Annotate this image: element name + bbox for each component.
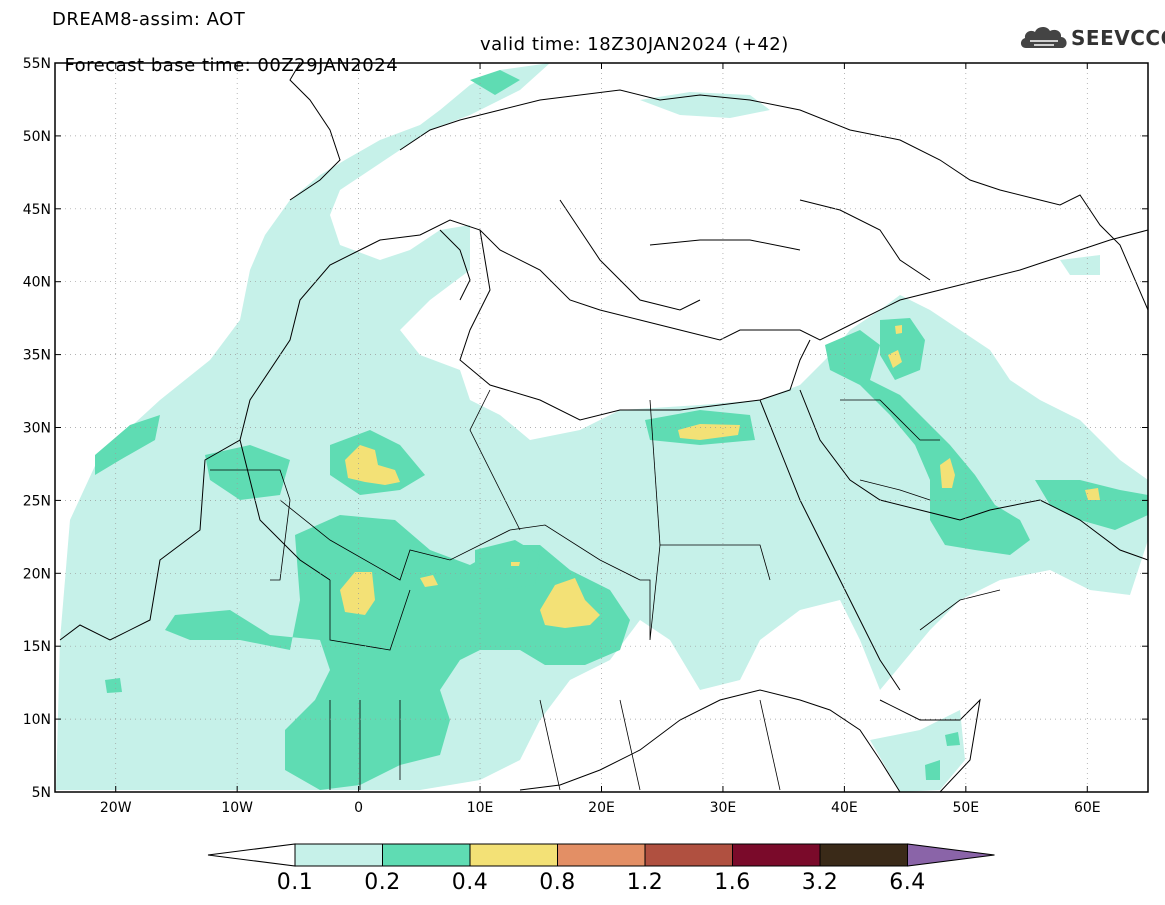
lon-label: 50E [952,800,979,816]
gridlines [55,63,1148,792]
colorbar-level-label: 0.1 [276,870,314,895]
colorbar-segment [819,843,908,867]
colorbar-level-label: 1.2 [626,870,664,895]
aot-field-low [56,63,1148,792]
valid-time: valid time: 18Z30JAN2024 (+42) [480,34,789,55]
lat-label: 10N [23,712,51,728]
colorbar [207,843,995,867]
colorbar-segment [294,843,383,867]
colorbar-segment [469,843,558,867]
lon-label: 10W [221,800,253,816]
aot-field-mid [95,70,1148,790]
colorbar-level-label: 0.4 [451,870,489,895]
lat-label: 15N [23,639,51,655]
axis-ticks [55,62,1148,793]
seevccc-logo: SEEVCCC [1018,22,1165,56]
colorbar-segment [382,843,471,867]
lat-label: 55N [23,56,51,72]
title-times: Forecast base time: 00Z29JAN2024 valid t… [52,34,788,97]
colorbar-segment [557,843,646,867]
lat-label: 25N [23,493,51,509]
lat-label: 30N [23,421,51,437]
colorbar-level-label: 1.6 [714,870,751,895]
aot-field-high [340,325,1100,628]
colorbar-level-label: 3.2 [801,870,839,895]
lon-label: 20E [588,800,615,816]
colorbar-segment [732,843,821,867]
colorbar-level-label: 0.2 [364,870,401,895]
colorbar-segment [644,843,733,867]
colorbar-under-arrow [207,843,296,867]
lat-label: 5N [32,785,51,801]
latitude-labels: 55N 50N 45N 40N 35N 30N 25N 20N 15N 10N 5N [23,56,51,801]
lon-label: 40E [831,800,858,816]
lon-label: 30E [710,800,737,816]
lon-label: 20W [100,800,132,816]
colorbar-over-arrow [907,843,995,867]
lat-label: 45N [23,202,51,218]
lat-label: 50N [23,129,51,145]
country-borders [210,389,1001,791]
lon-label: 60E [1074,800,1101,816]
lat-label: 40N [23,275,51,291]
coastlines [59,63,1148,792]
title-product: DREAM8-assim: AOT [52,9,246,30]
lat-label: 35N [23,348,51,364]
cloud-icon [1020,26,1067,48]
lon-label: 10E [467,800,494,816]
forecast-base-time: Forecast base time: 00Z29JAN2024 [64,55,399,76]
longitude-labels: 20W 10W 0 10E 20E 30E 40E 50E 60E [100,800,1101,816]
colorbar-level-label: 0.8 [539,870,576,895]
lat-label: 20N [23,566,51,582]
lon-label: 0 [354,800,363,816]
colorbar-level-label: 6.4 [889,870,926,895]
